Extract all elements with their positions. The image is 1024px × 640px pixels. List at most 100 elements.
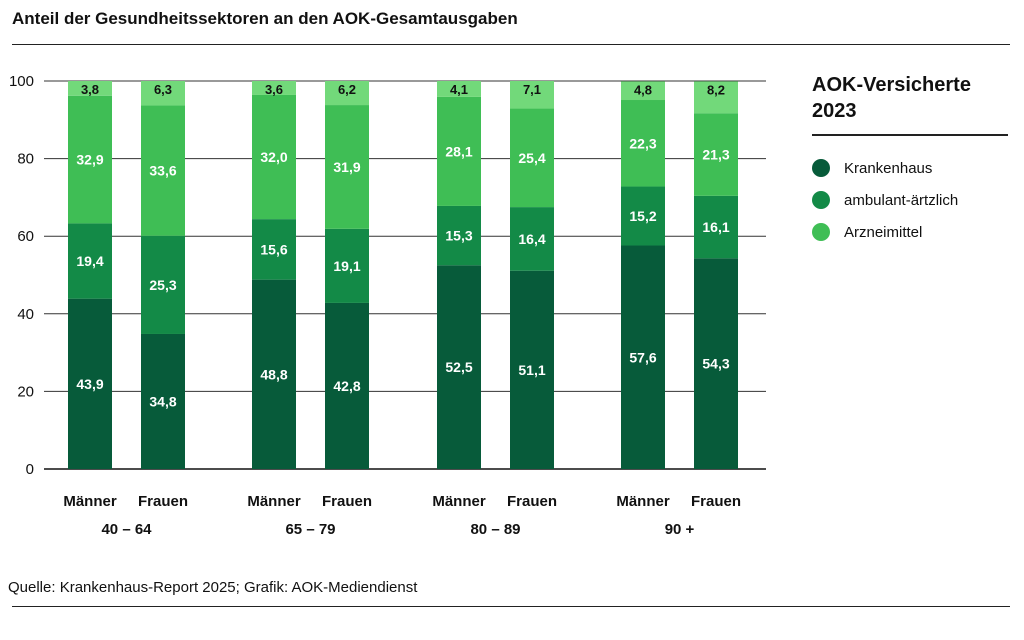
data-label: 15,6 xyxy=(260,241,287,257)
legend-label: Krankenhaus xyxy=(844,159,933,177)
group-label: 65 – 79 xyxy=(285,521,335,538)
bar-segment xyxy=(694,258,738,469)
group-label: 90 + xyxy=(665,521,695,538)
y-tick-label: 100 xyxy=(9,73,34,90)
group-label: 40 – 64 xyxy=(101,521,152,538)
data-label: 34,8 xyxy=(149,393,176,409)
data-label: 15,3 xyxy=(445,228,472,244)
legend-divider xyxy=(812,134,1008,136)
bar-segment xyxy=(68,298,112,469)
x-tick-label: Männer xyxy=(432,493,486,510)
x-tick-label: Frauen xyxy=(138,493,188,510)
data-label: 4,8 xyxy=(634,82,652,97)
bar-segment xyxy=(141,333,185,469)
data-label: 4,1 xyxy=(450,82,468,97)
data-label: 22,3 xyxy=(629,135,656,151)
bar-segment xyxy=(510,108,554,208)
bar-segment xyxy=(141,235,185,334)
x-tick-label: Frauen xyxy=(691,493,741,510)
legend-swatch-ambulant xyxy=(812,191,830,209)
bar-segment xyxy=(437,96,481,206)
bar-segment xyxy=(510,207,554,271)
data-label: 16,4 xyxy=(518,231,545,247)
legend-item-krankenhaus: Krankenhaus xyxy=(812,152,1010,184)
data-label: 19,4 xyxy=(76,253,103,269)
legend-item-ambulant: ambulant-ärtzlich xyxy=(812,184,1010,216)
data-label: 43,9 xyxy=(76,376,103,392)
bar-segment xyxy=(68,95,112,224)
data-label: 48,8 xyxy=(260,366,287,382)
data-label: 15,2 xyxy=(629,208,656,224)
bar-segment xyxy=(325,228,369,303)
bar-segment xyxy=(621,81,665,101)
footer-divider xyxy=(12,606,1010,607)
y-tick-label: 40 xyxy=(17,306,34,323)
bar-segment xyxy=(325,81,369,106)
bar-segment xyxy=(694,81,738,114)
data-label: 42,8 xyxy=(333,378,360,394)
y-tick-label: 80 xyxy=(17,151,34,168)
bar-segment xyxy=(252,219,296,280)
data-label: 7,1 xyxy=(523,82,541,97)
data-label: 6,3 xyxy=(154,82,172,97)
x-tick-label: Männer xyxy=(247,493,301,510)
bar-segment xyxy=(621,186,665,246)
data-label: 54,3 xyxy=(702,356,729,372)
bar-segment xyxy=(68,223,112,299)
source-note: Quelle: Krankenhaus-Report 2025; Grafik:… xyxy=(8,579,418,596)
bar-segment xyxy=(437,265,481,469)
data-label: 52,5 xyxy=(445,359,472,375)
bar-segment xyxy=(252,81,296,95)
bar-segment xyxy=(325,302,369,469)
bar-segment xyxy=(621,245,665,469)
legend-label: ambulant-ärtzlich xyxy=(844,191,959,209)
bar-segment xyxy=(510,81,554,109)
title-divider xyxy=(12,44,1010,45)
data-label: 21,3 xyxy=(702,147,729,163)
data-label: 31,9 xyxy=(333,159,360,175)
bar-segment xyxy=(437,205,481,266)
data-label: 32,9 xyxy=(76,152,103,168)
legend-title-line2: 2023 xyxy=(812,100,857,122)
x-tick-label: Frauen xyxy=(507,493,557,510)
bar-segment xyxy=(252,279,296,469)
group-label: 80 – 89 xyxy=(470,521,520,538)
bar-segment xyxy=(325,105,369,229)
data-label: 57,6 xyxy=(629,349,656,365)
bar-segment xyxy=(694,195,738,259)
legend-title-line1: AOK-Versicherte xyxy=(812,74,971,96)
data-label: 33,6 xyxy=(149,163,176,179)
data-label: 16,1 xyxy=(702,219,729,235)
bar-segment xyxy=(141,81,185,106)
y-tick-label: 60 xyxy=(17,228,34,245)
data-label: 6,2 xyxy=(338,82,356,97)
bar-segment xyxy=(252,94,296,220)
x-tick-label: Frauen xyxy=(322,493,372,510)
bar-segment xyxy=(141,105,185,236)
data-label: 28,1 xyxy=(445,143,472,159)
legend: AOK-Versicherte 2023 Krankenhaus ambulan… xyxy=(812,72,1010,248)
data-label: 25,3 xyxy=(149,277,176,293)
data-label: 19,1 xyxy=(333,258,360,274)
y-tick-label: 0 xyxy=(26,461,34,478)
legend-title: AOK-Versicherte 2023 xyxy=(812,72,1010,124)
legend-label: Arzneimittel xyxy=(844,223,923,241)
data-label: 3,8 xyxy=(81,82,99,97)
bar-segment xyxy=(437,81,481,97)
bar-segment xyxy=(68,81,112,96)
legend-swatch-krankenhaus xyxy=(812,159,830,177)
data-label: 51,1 xyxy=(518,362,545,378)
bar-segment xyxy=(694,113,738,196)
stacked-bar-chart: 0 20 40 60 80 100 43,9 19,4 32,9 3,8 Männer 34,8 25,… xyxy=(9,73,766,538)
x-tick-label: Männer xyxy=(616,493,670,510)
data-label: 3,6 xyxy=(265,82,283,97)
x-tick-label: Männer xyxy=(63,493,117,510)
bar-segment xyxy=(621,100,665,187)
data-label: 32,0 xyxy=(260,149,287,165)
legend-item-arzneimittel: Arzneimittel xyxy=(812,216,1010,248)
legend-swatch-arzneimittel xyxy=(812,223,830,241)
chart-title: Anteil der Gesundheitssektoren an den AO… xyxy=(12,9,518,28)
data-label: 8,2 xyxy=(707,82,725,97)
data-label: 25,4 xyxy=(518,150,545,166)
y-tick-label: 20 xyxy=(17,383,34,400)
